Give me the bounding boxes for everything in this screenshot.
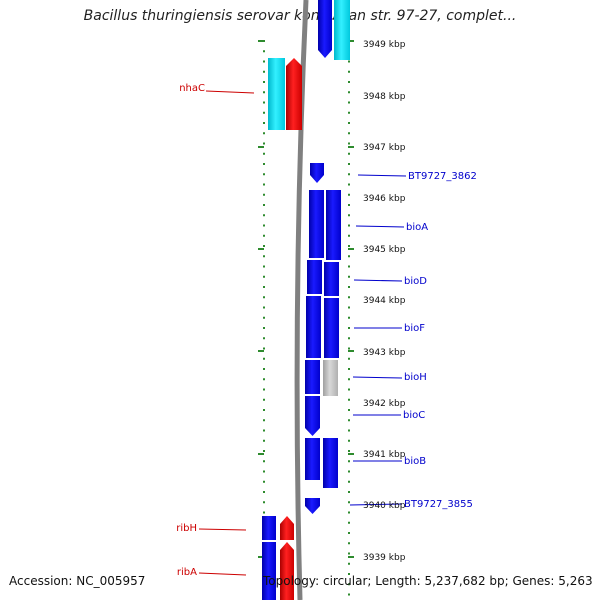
gene-label-right: bioC [403, 410, 425, 421]
gene-label-left: ribH [176, 523, 197, 534]
gene-feature [334, 0, 350, 60]
kbp-tick-label: 3949 kbp [363, 40, 406, 50]
gene-feature [268, 58, 285, 130]
kbp-tick-label: 3944 kbp [363, 296, 406, 306]
gene-feature [305, 360, 320, 394]
gene-feature [286, 58, 302, 130]
accession-text: Accession: NC_005957 [9, 574, 146, 588]
gene-feature [324, 298, 339, 358]
gene-label-right: bioH [404, 372, 427, 383]
gene-feature [306, 296, 321, 358]
gene-feature [323, 438, 338, 488]
kbp-tick-label: 3946 kbp [363, 194, 406, 204]
label-leaders [198, 90, 407, 576]
gene-feature [310, 163, 324, 183]
gene-label-right: bioD [404, 276, 427, 287]
gene-feature [305, 396, 320, 436]
gene-feature [262, 516, 276, 540]
gene-label-right: bioA [406, 222, 428, 233]
gene-feature [307, 260, 322, 294]
gene-feature [280, 542, 294, 600]
gene-features [262, 0, 350, 600]
labels: 3949 kbp 3948 kbp 3947 kbp 3946 kbp 3945 kbp… [176, 40, 477, 578]
gene-feature [305, 498, 320, 514]
gene-feature [326, 190, 341, 260]
gene-label-right: BT9727_3855 [404, 499, 473, 510]
gene-feature [318, 0, 332, 58]
gene-label-right: bioB [404, 456, 426, 467]
kbp-tick-label: 3943 kbp [363, 348, 406, 358]
topology-summary: Topology: circular; Length: 5,237,682 bp… [263, 574, 593, 588]
kbp-tick-label: 3939 kbp [363, 553, 406, 563]
kbp-tick-label: 3947 kbp [363, 143, 406, 153]
chromosome-backbone [294, 0, 309, 600]
gene-label-right: BT9727_3862 [408, 171, 477, 182]
gene-feature [309, 190, 324, 258]
kbp-tick-label: 3945 kbp [363, 245, 406, 255]
gene-feature [262, 542, 276, 600]
gene-feature [324, 262, 339, 296]
map-title: Bacillus thuringiensis serovar konkukian… [83, 8, 517, 24]
gene-feature [305, 438, 320, 480]
kbp-tick-label: 3941 kbp [363, 450, 406, 460]
gene-feature [280, 516, 294, 540]
kbp-tick-label: 3940 kbp [363, 501, 406, 511]
kbp-tick-label: 3942 kbp [363, 399, 406, 409]
gene-feature [323, 360, 338, 396]
gene-label-right: bioF [404, 323, 425, 334]
gene-label-left: nhaC [179, 83, 205, 94]
gene-label-left: ribA [177, 567, 197, 578]
kbp-tick-label: 3948 kbp [363, 92, 406, 102]
